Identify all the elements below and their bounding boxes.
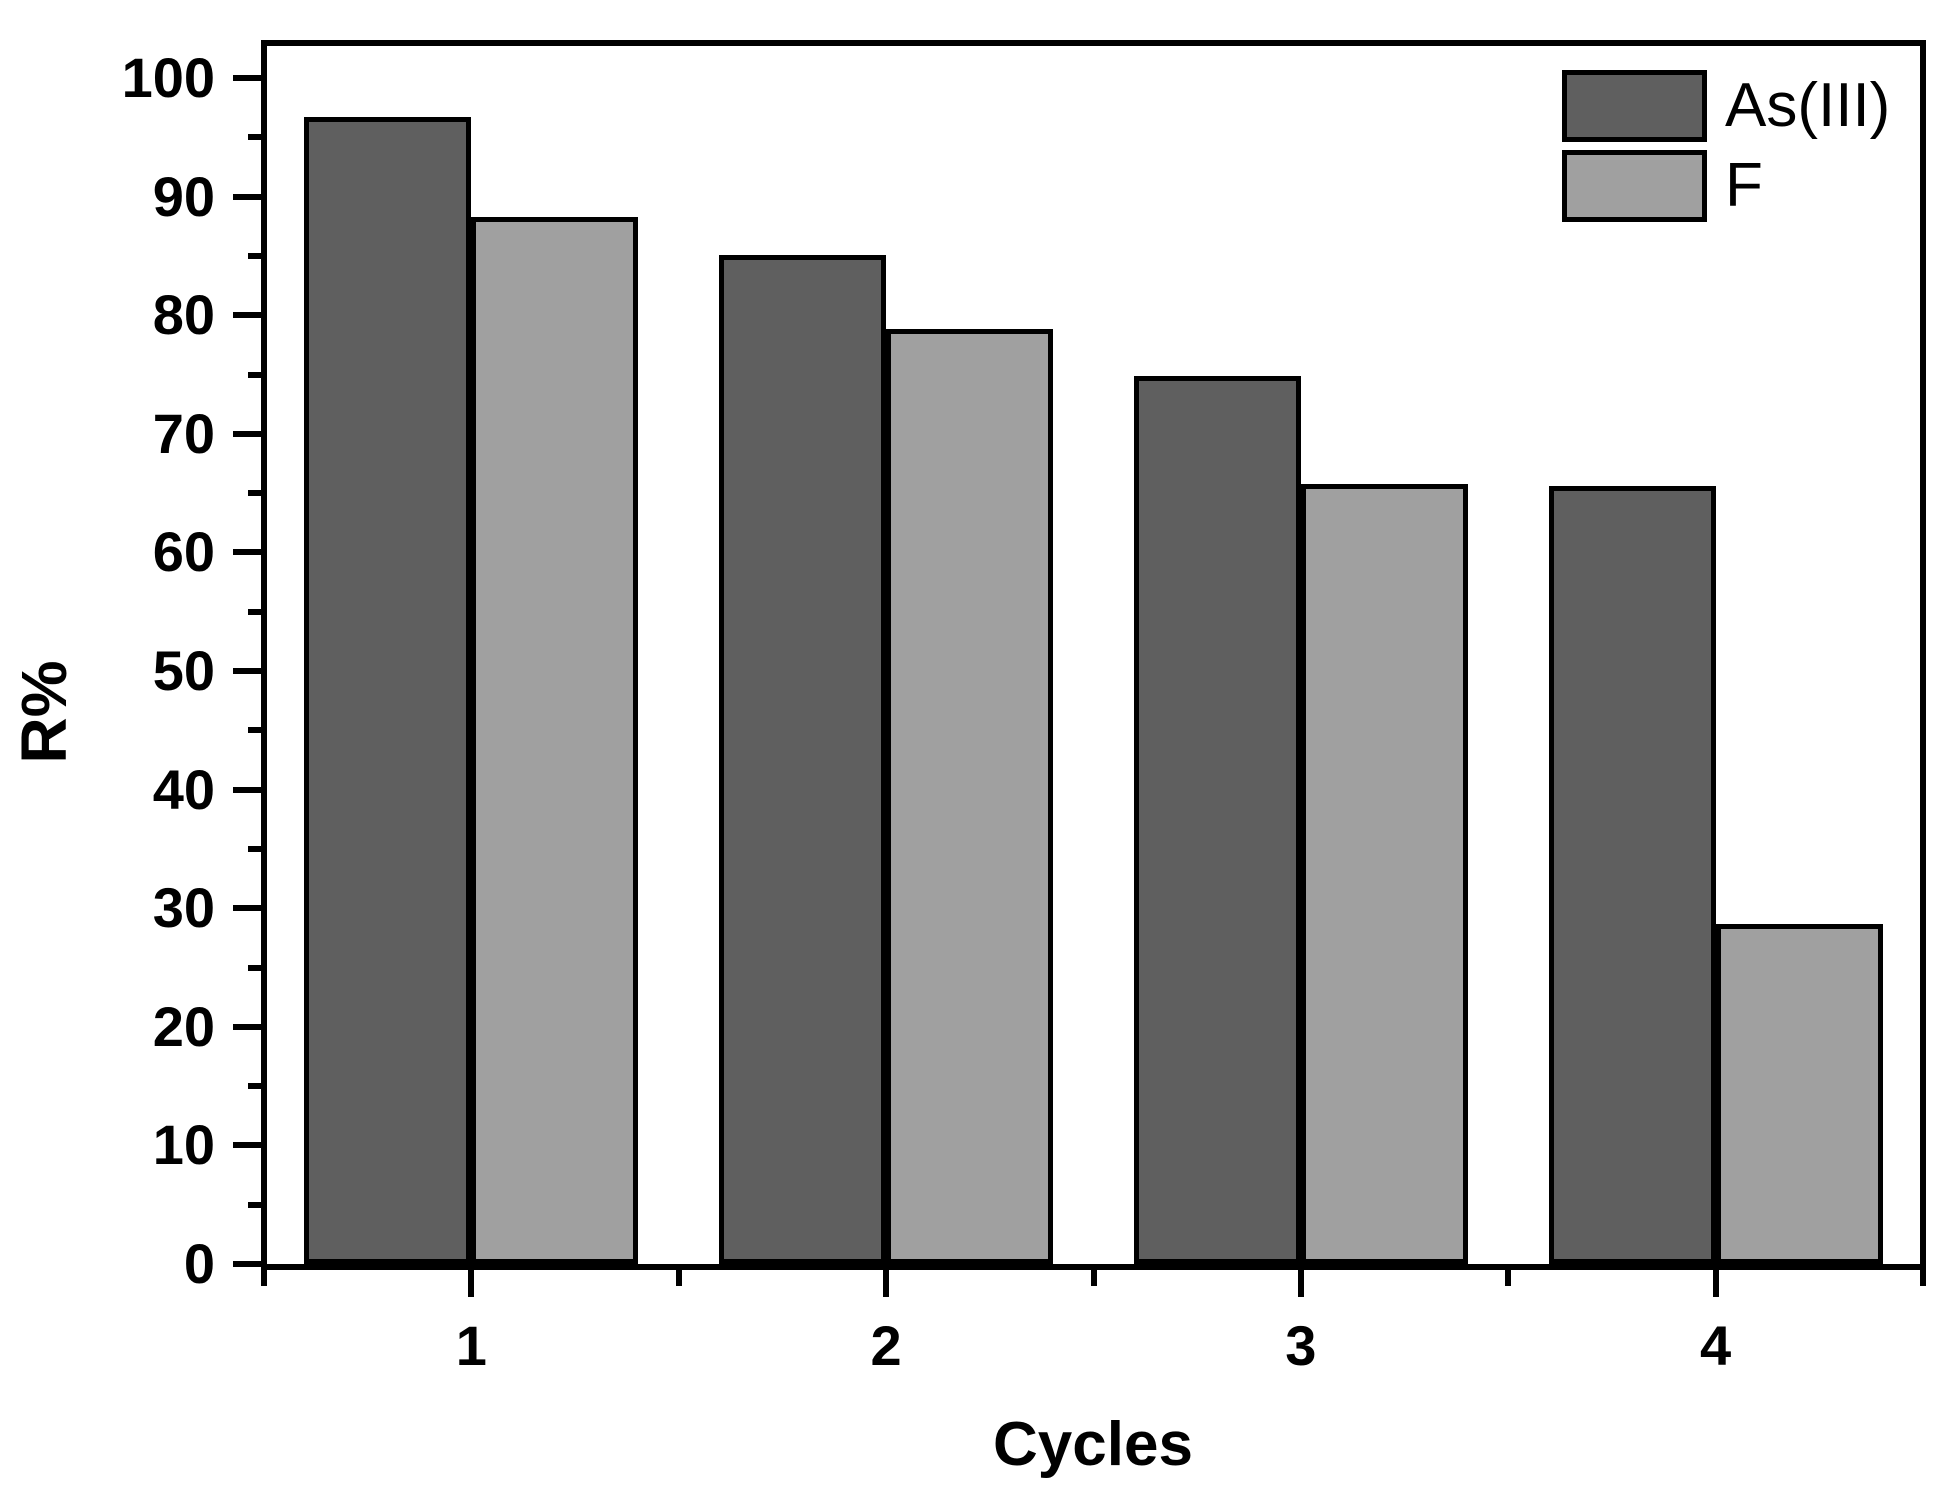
y-tick-label: 0 — [183, 1232, 215, 1295]
y-tick-label: 80 — [152, 283, 215, 347]
y-major-tick — [233, 1023, 264, 1030]
y-major-tick — [233, 1261, 264, 1267]
y-minor-tick — [248, 964, 264, 971]
x-major-tick — [468, 1270, 475, 1297]
legend-swatch-asiii — [1562, 70, 1707, 142]
x-minor-tick — [1505, 1270, 1512, 1286]
bar-f-cycle-4 — [1715, 923, 1883, 1264]
y-tick-label: 30 — [152, 876, 215, 940]
legend-row: As(III) — [1562, 70, 1890, 142]
x-minor-tick — [1920, 1270, 1926, 1286]
y-major-tick — [233, 430, 264, 437]
x-major-tick — [1712, 1270, 1719, 1297]
legend: As(III) F — [1562, 70, 1890, 230]
y-tick-label: 100 — [121, 46, 215, 109]
y-tick-label: 70 — [152, 401, 215, 465]
x-major-tick — [1297, 1270, 1304, 1297]
y-tick-label: 50 — [152, 639, 215, 702]
y-major-tick — [233, 786, 264, 793]
y-tick-label: 20 — [152, 994, 215, 1058]
y-major-tick — [233, 668, 264, 674]
y-minor-tick — [248, 371, 264, 378]
y-major-tick — [233, 75, 264, 81]
bar-asiii-cycle-4 — [1548, 485, 1716, 1264]
legend-row: F — [1562, 150, 1890, 222]
x-tick-label: 4 — [1700, 1314, 1732, 1377]
y-minor-tick — [248, 1083, 264, 1090]
y-tick-label: 60 — [152, 520, 215, 584]
y-major-tick — [233, 905, 264, 912]
y-minor-tick — [248, 252, 264, 259]
bar-f-cycle-2 — [886, 329, 1054, 1264]
x-minor-tick — [261, 1270, 267, 1286]
x-tick-label: 2 — [870, 1314, 902, 1377]
y-minor-tick — [248, 845, 264, 852]
y-minor-tick — [248, 608, 264, 615]
bar-asiii-cycle-1 — [304, 117, 472, 1264]
y-minor-tick — [248, 490, 264, 497]
x-minor-tick — [675, 1270, 682, 1286]
bar-asiii-cycle-2 — [719, 254, 887, 1264]
y-major-tick — [233, 549, 264, 556]
x-tick-label: 3 — [1285, 1314, 1317, 1377]
y-tick-label: 90 — [152, 164, 215, 228]
y-minor-tick — [248, 1201, 264, 1208]
bar-asiii-cycle-3 — [1133, 375, 1301, 1264]
x-major-tick — [883, 1270, 890, 1297]
y-axis-title: R% — [8, 660, 80, 764]
legend-label: As(III) — [1725, 71, 1891, 140]
y-minor-tick — [248, 134, 264, 141]
y-tick-label: 10 — [152, 1113, 215, 1177]
legend-swatch-f — [1562, 150, 1707, 222]
legend-label: F — [1725, 151, 1763, 220]
y-major-tick — [233, 1142, 264, 1149]
bar-f-cycle-3 — [1300, 483, 1468, 1264]
y-major-tick — [233, 312, 264, 319]
y-minor-tick — [248, 727, 264, 734]
bar-f-cycle-1 — [471, 216, 639, 1264]
y-major-tick — [233, 193, 264, 200]
y-tick-label: 40 — [152, 757, 215, 821]
x-axis-title: Cycles — [993, 1410, 1193, 1479]
x-minor-tick — [1090, 1270, 1097, 1286]
x-tick-label: 1 — [455, 1314, 487, 1377]
